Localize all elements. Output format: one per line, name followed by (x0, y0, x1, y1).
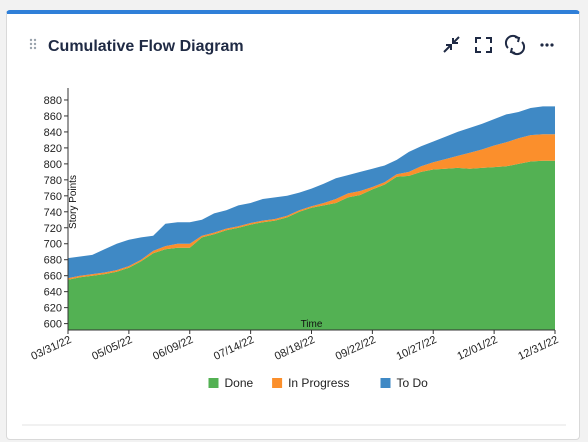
x-tick-label: 08/18/22 (273, 334, 317, 363)
refresh-icon[interactable] (504, 34, 526, 56)
x-tick-label: 03/31/22 (29, 334, 73, 363)
y-tick-label: 880 (44, 95, 62, 107)
x-tick-label: 10/27/22 (395, 334, 439, 363)
y-tick-label: 760 (44, 191, 62, 203)
y-tick-label: 700 (44, 239, 62, 251)
drag-handle[interactable] (29, 38, 37, 50)
legend-label: In Progress (288, 376, 349, 390)
x-tick-label: 09/22/22 (334, 334, 378, 363)
x-ticks: 03/31/22 05/05/22 06/09/22 07/14/22 08/18/22… (29, 330, 560, 363)
legend-label: To Do (397, 376, 429, 390)
y-tick-label: 620 (44, 303, 62, 315)
x-axis-label: Time (301, 319, 323, 330)
legend-swatch (208, 378, 219, 388)
x-tick-label: 05/05/22 (90, 334, 134, 363)
chart-title: Cumulative Flow Diagram (48, 38, 244, 55)
more-icon[interactable] (540, 43, 554, 47)
legend-swatch (272, 378, 283, 388)
y-tick-label: 820 (44, 143, 62, 155)
area-0 (68, 160, 555, 330)
area-2 (68, 106, 555, 279)
y-tick-label: 680 (44, 255, 62, 267)
collapse-icon[interactable] (443, 36, 460, 53)
legend-swatch (380, 378, 391, 388)
y-tick-label: 600 (44, 319, 62, 331)
y-tick-label: 740 (44, 207, 62, 219)
y-tick-label: 640 (44, 287, 62, 299)
y-tick-label: 860 (44, 111, 62, 123)
x-tick-label: 12/01/22 (456, 334, 500, 363)
y-tick-label: 800 (44, 159, 62, 171)
y-tick-label: 780 (44, 175, 62, 187)
y-tick-label: 720 (44, 223, 62, 235)
x-tick-label: 12/31/22 (516, 334, 560, 363)
x-tick-label: 06/09/22 (151, 334, 195, 363)
legend-label: Done (225, 376, 254, 390)
x-tick-label: 07/14/22 (212, 334, 256, 363)
y-tick-label: 840 (44, 127, 62, 139)
fullscreen-icon[interactable] (475, 37, 492, 53)
y-axis-label: Story Points (68, 175, 79, 229)
area-1 (68, 134, 555, 280)
y-tick-label: 660 (44, 271, 62, 283)
